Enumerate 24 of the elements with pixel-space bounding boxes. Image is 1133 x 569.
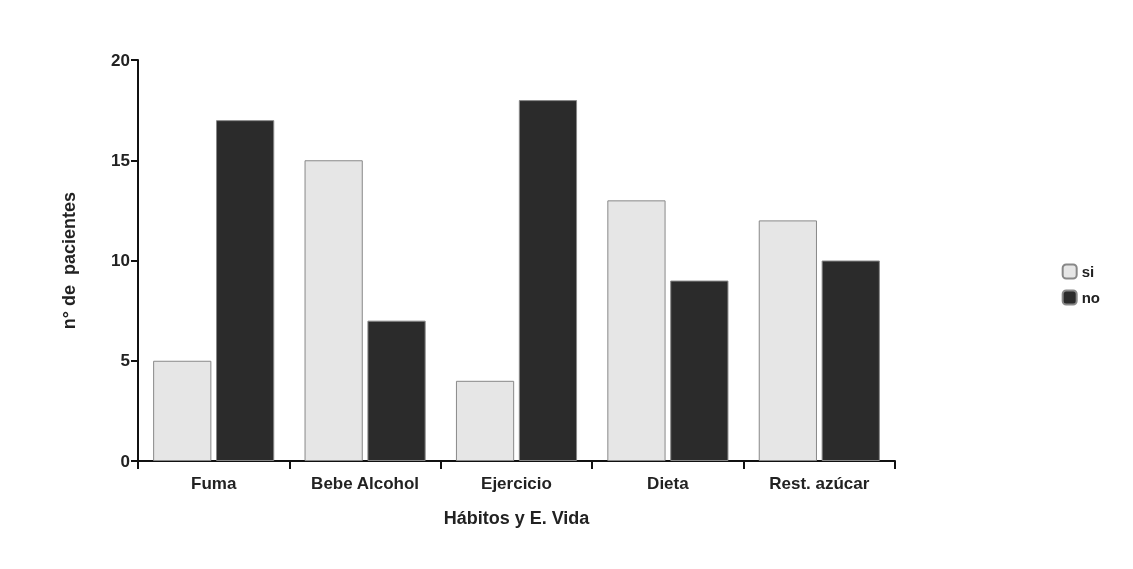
legend-label: si	[1081, 263, 1095, 280]
bar	[670, 280, 729, 461]
x-tick-label: Dieta	[647, 474, 690, 493]
y-tick-label: 5	[120, 351, 130, 371]
x-tick-label: Ejercicio	[481, 474, 552, 493]
y-tick-label: 10	[111, 251, 130, 270]
x-tick-label: Bebe Alcohol	[311, 474, 420, 493]
bar	[304, 160, 363, 461]
bar	[758, 220, 817, 461]
x-axis-title: Hábitos y E. Vida	[443, 508, 591, 528]
y-tick-label: 0	[120, 451, 130, 471]
bar	[367, 320, 426, 461]
bar	[216, 120, 275, 461]
y-tick-label: 15	[111, 150, 130, 170]
y-axis-title: n° de pacientes	[59, 191, 79, 330]
x-tick-label: Rest. azúcar	[769, 474, 870, 493]
legend-label: no	[1081, 289, 1100, 306]
y-tick-label: 20	[111, 50, 130, 70]
bar	[518, 100, 578, 461]
x-tick-label: Fuma	[191, 474, 237, 493]
bar	[607, 200, 666, 461]
bar	[153, 360, 212, 461]
bar	[821, 260, 880, 461]
bar	[455, 380, 515, 461]
